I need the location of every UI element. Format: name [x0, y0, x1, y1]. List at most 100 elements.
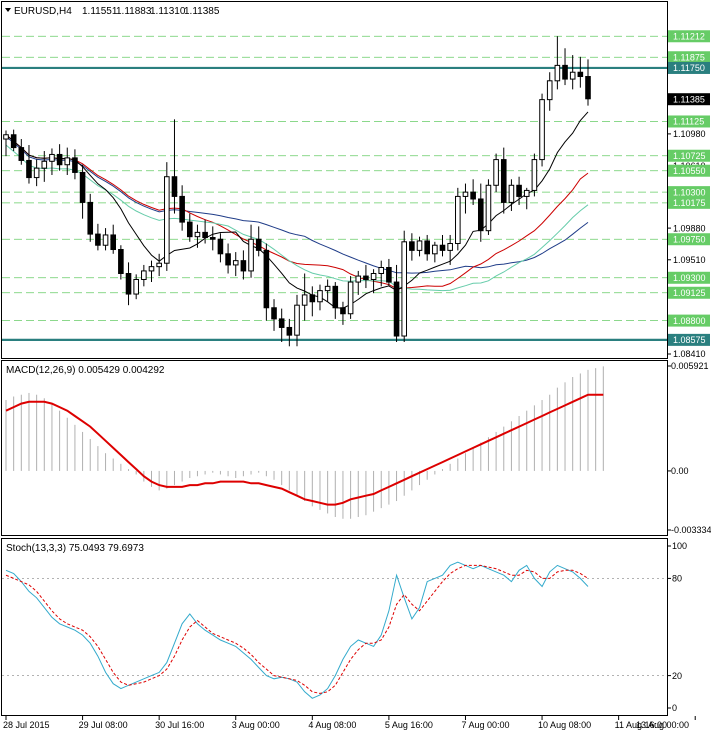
candle[interactable] — [500, 147, 507, 214]
candle[interactable] — [569, 55, 576, 90]
candle[interactable] — [179, 185, 185, 231]
candle[interactable] — [523, 187, 530, 210]
candle[interactable] — [401, 230, 408, 343]
level-label-minor — [668, 149, 710, 162]
macd-panel-frame — [1, 360, 668, 536]
candle[interactable] — [110, 224, 117, 254]
candle[interactable] — [455, 187, 461, 251]
candle[interactable] — [240, 250, 247, 280]
candle[interactable] — [309, 286, 316, 317]
candle[interactable] — [393, 264, 400, 343]
candle[interactable] — [263, 243, 270, 321]
chevron-down-icon[interactable] — [5, 8, 11, 12]
candle[interactable] — [271, 299, 277, 331]
stoch-tick-label: 20 — [672, 671, 682, 681]
candle[interactable] — [10, 129, 17, 152]
stoch-title: Stoch(13,3,3) 75.0493 79.6973 — [6, 543, 144, 554]
candles[interactable] — [3, 36, 591, 347]
candle[interactable] — [531, 153, 538, 197]
candle[interactable] — [225, 243, 231, 274]
candle[interactable] — [347, 276, 354, 319]
candle[interactable] — [355, 270, 362, 295]
candle[interactable] — [485, 179, 492, 235]
candle-body-up — [462, 191, 469, 197]
candle[interactable] — [294, 294, 300, 347]
candle[interactable] — [539, 93, 545, 167]
candle[interactable] — [577, 56, 584, 88]
candle[interactable] — [554, 36, 561, 90]
candle[interactable] — [26, 145, 32, 184]
candle[interactable] — [79, 164, 86, 219]
candle-body-up — [164, 176, 170, 264]
candle[interactable] — [49, 148, 55, 176]
candle[interactable] — [148, 260, 155, 283]
candle[interactable] — [562, 48, 568, 86]
candle[interactable] — [102, 228, 109, 251]
candle[interactable] — [278, 308, 285, 343]
candle-body-up — [3, 134, 9, 140]
candle[interactable] — [232, 252, 239, 277]
candle-body-up — [248, 238, 254, 272]
candle[interactable] — [370, 269, 377, 294]
candle[interactable] — [286, 318, 293, 347]
candle[interactable] — [432, 241, 438, 263]
candle[interactable] — [363, 264, 369, 289]
candle-body-up — [324, 285, 331, 292]
candle[interactable] — [56, 144, 63, 171]
candle[interactable] — [186, 213, 193, 242]
candle[interactable] — [95, 223, 101, 251]
candle[interactable] — [386, 258, 392, 287]
candle[interactable] — [508, 179, 515, 211]
candle[interactable] — [546, 72, 553, 111]
candle[interactable] — [18, 139, 25, 165]
time-tick-label: 10 Aug 08:00 — [538, 720, 591, 730]
candle[interactable] — [41, 151, 48, 182]
candle[interactable] — [133, 274, 139, 300]
candle[interactable] — [477, 183, 484, 242]
candle-body-down — [79, 171, 86, 203]
candle[interactable] — [416, 236, 423, 257]
candle[interactable] — [378, 260, 385, 287]
candle[interactable] — [118, 245, 124, 280]
stoch-series — [2, 561, 667, 699]
candle[interactable] — [87, 193, 94, 242]
candle[interactable] — [72, 149, 78, 180]
candle[interactable] — [340, 301, 346, 325]
candle[interactable] — [248, 224, 254, 278]
candle-body-up — [156, 262, 162, 268]
candle[interactable] — [462, 183, 469, 214]
candle-body-up — [569, 71, 576, 80]
chart-header: EURUSD,H4 1.11551 1.11883 1.11310 1.1138… — [5, 6, 220, 17]
candle[interactable] — [194, 224, 201, 248]
candle[interactable] — [424, 234, 430, 261]
candle-body-down — [18, 147, 25, 161]
candle[interactable] — [125, 262, 132, 306]
candle[interactable] — [171, 119, 178, 214]
candle[interactable] — [447, 234, 453, 265]
candle[interactable] — [439, 234, 446, 257]
candle[interactable] — [301, 273, 308, 321]
candle[interactable] — [324, 279, 331, 302]
candle[interactable] — [33, 159, 40, 187]
candle[interactable] — [585, 59, 591, 106]
candle[interactable] — [470, 179, 476, 205]
candle[interactable] — [493, 153, 499, 193]
candle[interactable] — [317, 284, 323, 311]
candle[interactable] — [209, 226, 216, 251]
candle[interactable] — [64, 147, 71, 176]
candle[interactable] — [156, 253, 162, 277]
candle[interactable] — [164, 162, 170, 271]
candle[interactable] — [409, 233, 415, 261]
price-tick-label: 1.08800 — [673, 316, 706, 326]
candle-body-up — [301, 294, 308, 306]
candle[interactable] — [332, 282, 339, 319]
candle[interactable] — [141, 264, 147, 287]
candle[interactable] — [255, 226, 262, 257]
candle[interactable] — [217, 233, 224, 263]
price-tick-label: 1.10300 — [673, 187, 706, 197]
candle[interactable] — [202, 219, 208, 244]
candle[interactable] — [3, 130, 9, 157]
candle[interactable] — [516, 176, 522, 205]
level-label-minor — [668, 186, 710, 199]
